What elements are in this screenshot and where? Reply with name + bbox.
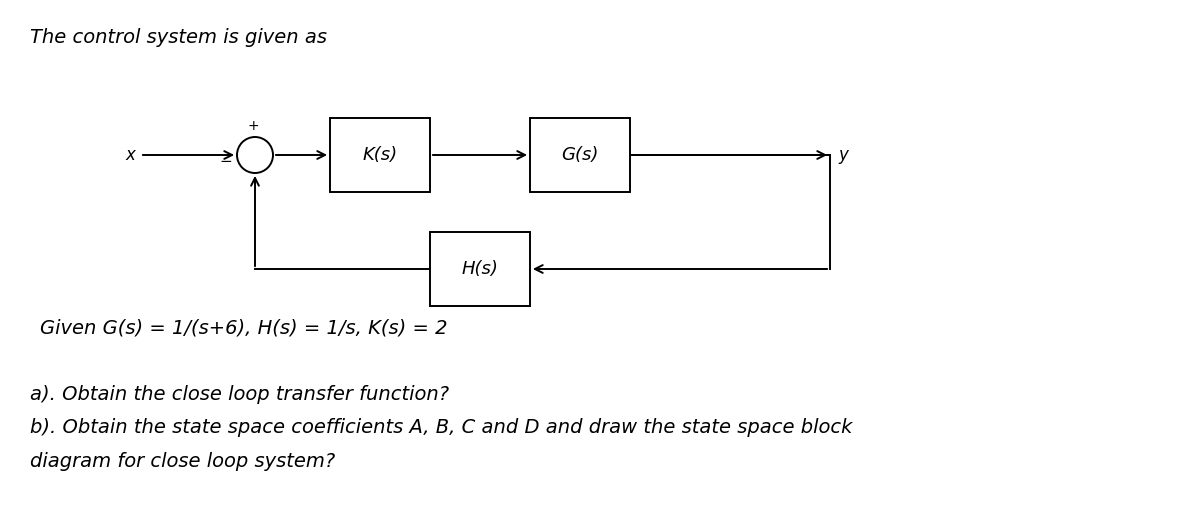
Text: diagram for close loop system?: diagram for close loop system? [30,452,335,471]
Text: G(s): G(s) [562,146,599,164]
Text: +: + [247,119,259,133]
Circle shape [238,137,274,173]
Text: K(s): K(s) [362,146,397,164]
Text: x: x [125,146,134,164]
Text: −: − [220,153,232,169]
Bar [530,118,630,192]
Text: y: y [838,146,848,164]
Bar [330,118,430,192]
Text: b). Obtain the state space coefficients A, B, C and D and draw the state space b: b). Obtain the state space coefficients … [30,418,852,437]
Text: H(s): H(s) [462,260,498,278]
Text: The control system is given as: The control system is given as [30,28,326,47]
Text: Given G(s) = 1/(s+6), H(s) = 1/s, K(s) = 2: Given G(s) = 1/(s+6), H(s) = 1/s, K(s) =… [40,318,448,337]
Bar [430,232,530,306]
Text: a). Obtain the close loop transfer function?: a). Obtain the close loop transfer funct… [30,385,449,404]
